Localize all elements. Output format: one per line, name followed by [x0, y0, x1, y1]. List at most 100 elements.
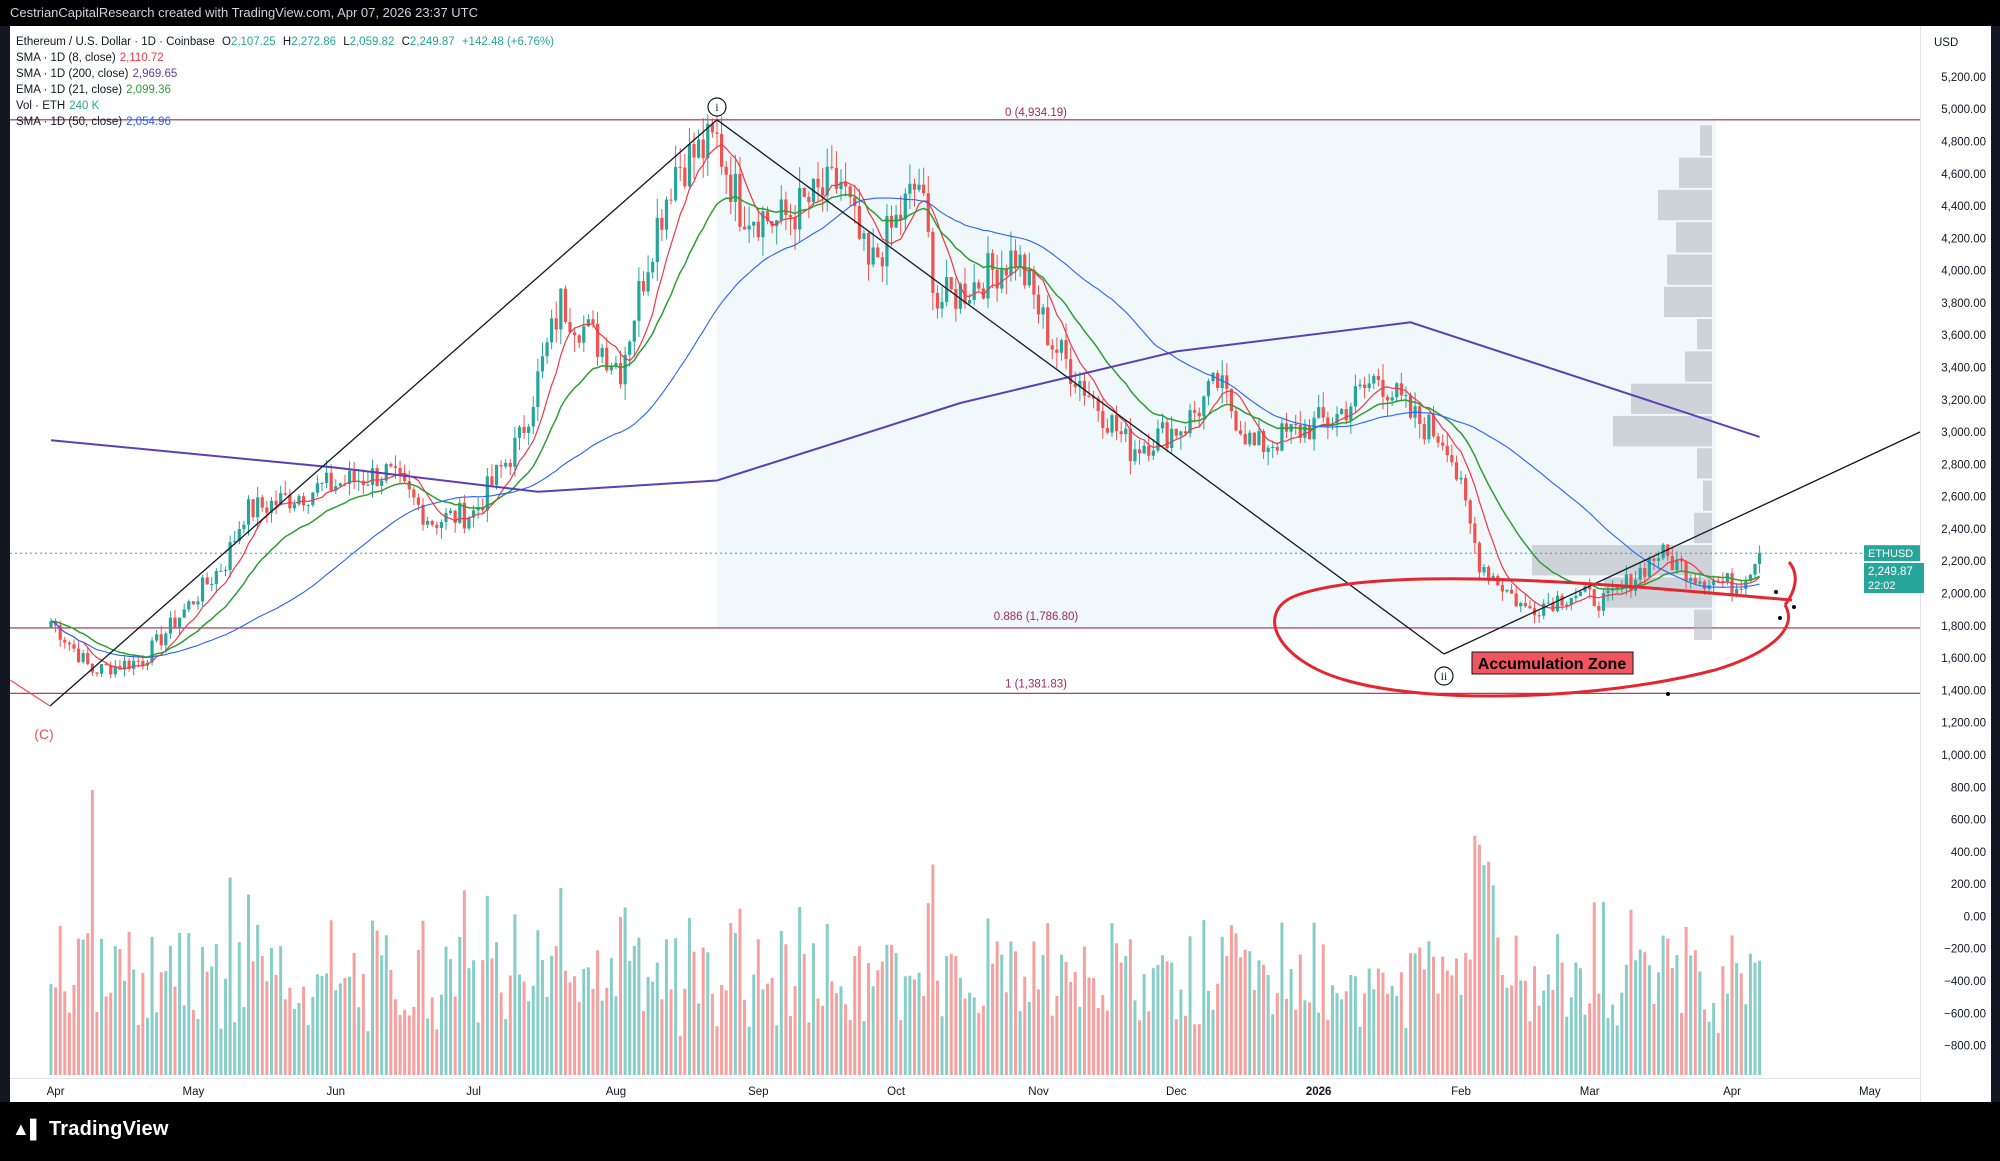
volume-bar [1473, 835, 1477, 1075]
volume-bar [338, 983, 342, 1075]
candle-body [269, 500, 274, 513]
volume-bar [265, 981, 269, 1075]
candle-body [1698, 581, 1702, 584]
volume-bar [504, 1019, 508, 1075]
volume-bar [807, 1022, 811, 1075]
volume-bar [1395, 995, 1399, 1075]
ohlc-open: 2,107.25 [230, 36, 276, 48]
volume-bar [1344, 991, 1348, 1075]
price-axis[interactable] [1920, 26, 1991, 1102]
candle-body [568, 322, 572, 333]
volume-bar [517, 974, 521, 1075]
volume-bar [159, 972, 163, 1075]
candle-body [1069, 359, 1073, 384]
price-tag: 2,249.87 22:02 [1864, 563, 1924, 593]
fib-0-label: 0 (4,934.19) [1005, 107, 1067, 119]
candle-body [651, 262, 655, 273]
volume-bar [912, 979, 916, 1075]
candle-body [1096, 398, 1100, 412]
fib-886-label: 0.886 (1,786.80) [994, 611, 1079, 623]
candle-body [1514, 593, 1518, 607]
candle-body [141, 660, 145, 666]
volume-bar [1624, 964, 1628, 1075]
volume-bar [1482, 865, 1486, 1075]
volume-bar [1124, 955, 1128, 1075]
volume-bar [168, 945, 172, 1075]
volume-bar [201, 946, 205, 1075]
price-tick-label: 1,800.00 [1941, 621, 1986, 633]
candle-body [99, 664, 104, 674]
volume-bar [788, 1016, 792, 1075]
volume-bar [1216, 983, 1220, 1075]
candle-body [1500, 585, 1504, 592]
volume-bar [605, 987, 609, 1075]
candle-body [1266, 447, 1270, 453]
candle-body [554, 318, 558, 330]
candle-body [1523, 602, 1527, 607]
price-tick-label: 600.00 [1951, 815, 1986, 827]
tradingview-logo[interactable]: ▲▌ TradingView [12, 1118, 169, 1141]
candle-body [320, 483, 324, 485]
volume-bar [1510, 985, 1514, 1075]
volume-bar [1670, 967, 1674, 1075]
volume-bar [1285, 998, 1289, 1075]
volume-bar [1069, 982, 1073, 1075]
volume-bar [279, 946, 283, 1075]
volume-bar [1441, 956, 1445, 1075]
volume-bar [1317, 1012, 1321, 1075]
legend-indicator-row[interactable]: Vol · ETH 240 K [16, 98, 554, 114]
chart-legend: Ethereum / U.S. Dollar · 1D · Coinbase O… [16, 34, 554, 130]
candle-body [1229, 388, 1234, 411]
volume-bar [733, 932, 737, 1075]
volume-bar [1110, 923, 1114, 1075]
tradingview-brand: TradingView [48, 1118, 169, 1140]
volume-bar [366, 1031, 370, 1075]
volume-bar [1294, 1009, 1298, 1075]
legend-indicator-row[interactable]: SMA · 1D (50, close) 2,054.96 [16, 114, 554, 130]
volume-bar [375, 930, 379, 1075]
legend-indicator-row[interactable]: SMA · 1D (8, close) 2,110.72 [16, 50, 554, 66]
candle-body [586, 319, 590, 327]
candle-body [1243, 433, 1247, 445]
volume-profile-bar [1700, 125, 1712, 156]
volume-bar [857, 946, 861, 1075]
volume-bar [297, 1003, 301, 1075]
volume-bar [940, 1016, 944, 1075]
volume-bar [439, 994, 443, 1075]
candle-body [384, 464, 388, 481]
candle-body [1046, 307, 1050, 346]
volume-bar [122, 980, 126, 1075]
candle-body [1376, 375, 1380, 380]
candle-body [1702, 581, 1707, 589]
candle-body [76, 648, 81, 663]
volume-bar [384, 935, 388, 1075]
volume-bar [283, 999, 287, 1075]
price-tick-label: 5,200.00 [1941, 72, 1986, 84]
candle-body [1482, 566, 1486, 573]
candle-body [499, 465, 503, 467]
price-tick-label: 800.00 [1951, 782, 1986, 794]
legend-indicator-row[interactable]: SMA · 1D (200, close) 2,969.65 [16, 66, 554, 82]
volume-bar [1202, 920, 1206, 1075]
volume-bar [421, 920, 425, 1075]
volume-bar [651, 981, 655, 1075]
volume-bar [1505, 987, 1509, 1075]
volume-bar [1643, 952, 1647, 1075]
legend-indicator-row[interactable]: EMA · 1D (21, close) 2,099.36 [16, 82, 554, 98]
candle-body [104, 664, 108, 666]
indicator-label: Vol · ETH [16, 100, 66, 112]
ohlc-change: +142.48 (+6.76%) [461, 36, 554, 48]
time-axis[interactable] [10, 1078, 1920, 1103]
tradingview-mark-icon: ▲▌ [12, 1119, 43, 1139]
price-tick-label: −800.00 [1944, 1041, 1986, 1053]
annotation-dot [1792, 605, 1796, 609]
volume-bar [839, 986, 843, 1075]
volume-bar [935, 980, 939, 1075]
volume-bar [1023, 976, 1027, 1075]
candle-body [1032, 269, 1036, 295]
candle-body [164, 633, 168, 646]
indicator-value: 240 K [69, 100, 100, 112]
volume-bar [233, 1022, 237, 1075]
volume-bar [1758, 960, 1762, 1075]
candle-body [421, 504, 425, 525]
